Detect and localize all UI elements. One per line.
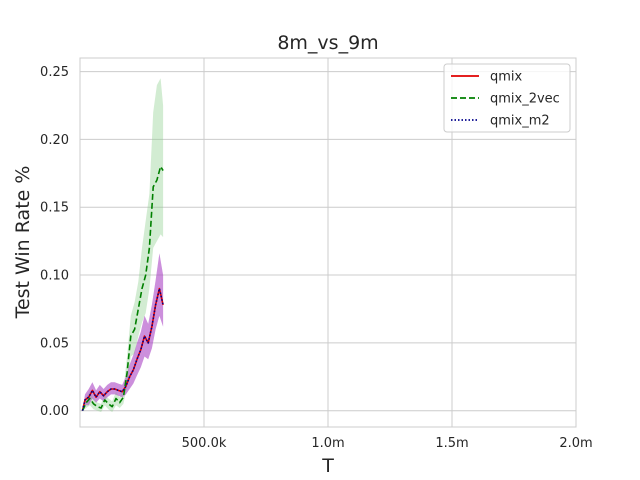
y-tick-label: 0.10	[40, 269, 69, 284]
legend-label-qmix_2vec: qmix_2vec	[490, 92, 560, 107]
y-tick-label: 0.15	[40, 201, 69, 216]
x-tick-label: 500.0k	[182, 436, 227, 451]
x-axis-label: T	[321, 455, 334, 477]
legend-label-qmix_m2: qmix_m2	[490, 114, 550, 129]
legend: qmix qmix_2vec qmix_m2	[443, 63, 571, 133]
legend-box	[443, 63, 571, 133]
y-tick-label: 0.20	[40, 133, 69, 148]
plot-frame	[79, 57, 577, 428]
x-tick-labels: 500.0k 1.0m 1.5m 2.0m	[182, 436, 593, 451]
series-line-qmix_m2	[81, 287, 164, 411]
chart-title: 8m_vs_9m	[277, 32, 378, 54]
series-lines	[81, 165, 164, 412]
x-tick-label: 1.0m	[311, 436, 344, 451]
x-tick-label: 2.0m	[559, 436, 592, 451]
legend-label-qmix: qmix	[490, 70, 523, 85]
y-tick-labels: 0.00 0.05 0.10 0.15 0.20 0.25	[40, 65, 69, 419]
y-axis-label: Test Win Rate %	[12, 166, 34, 320]
y-tick-label: 0.25	[40, 65, 69, 80]
x-tick-label: 1.5m	[435, 436, 468, 451]
confidence-band-qmix_2vec	[82, 78, 164, 413]
y-tick-label: 0.00	[40, 404, 69, 419]
y-tick-label: 0.05	[40, 336, 69, 351]
